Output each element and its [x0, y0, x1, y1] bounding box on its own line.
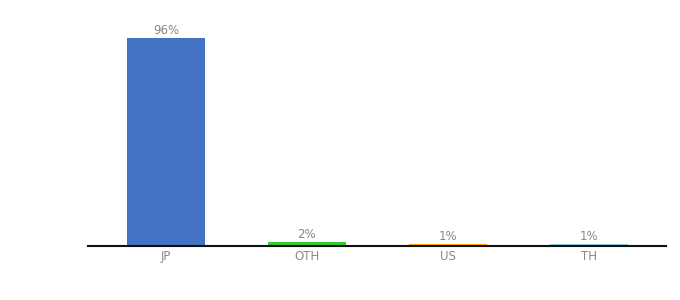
- Bar: [268, 242, 345, 246]
- Bar: [127, 38, 205, 246]
- Text: 1%: 1%: [439, 230, 457, 243]
- Bar: [409, 244, 487, 246]
- Text: 1%: 1%: [579, 230, 598, 243]
- Text: 2%: 2%: [298, 228, 316, 241]
- Text: 96%: 96%: [153, 24, 179, 37]
- Bar: [550, 244, 628, 246]
